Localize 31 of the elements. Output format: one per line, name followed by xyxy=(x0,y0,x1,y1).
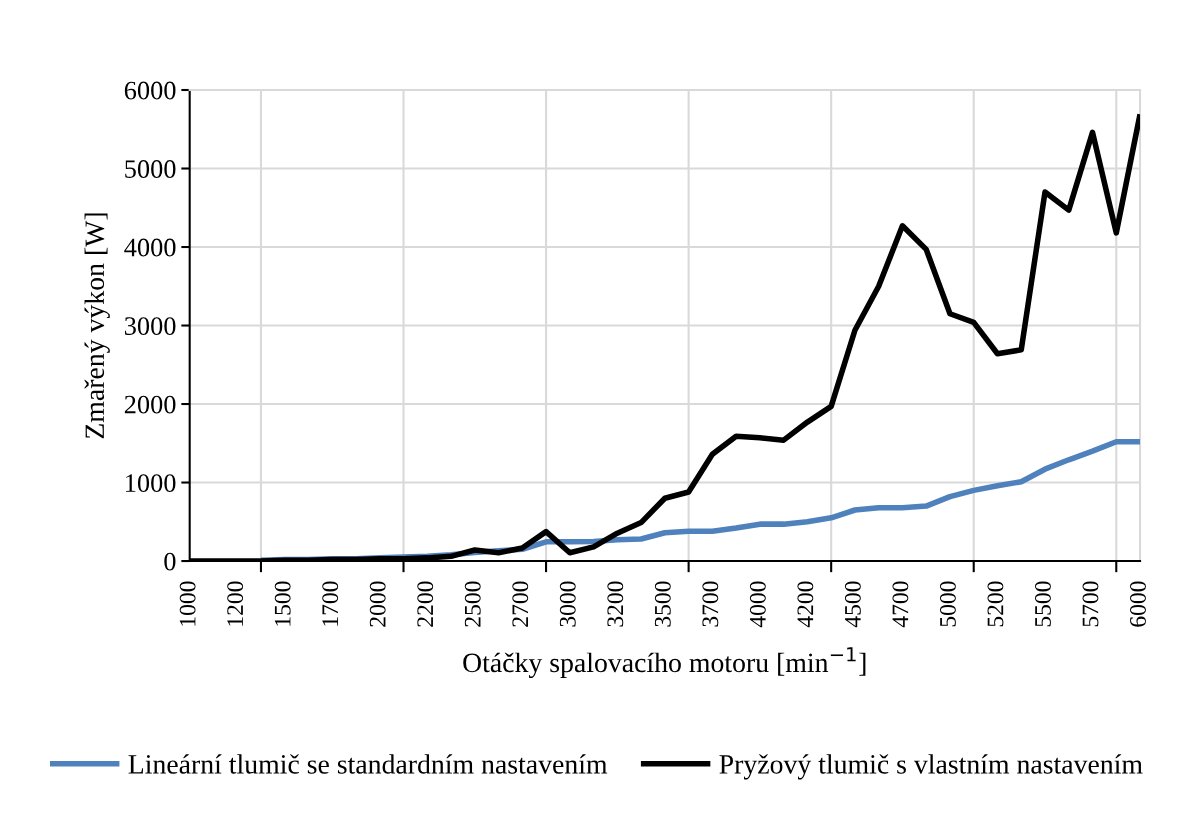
legend-label: Lineární tlumič se standardním nastavením xyxy=(128,754,608,774)
y-tick-label: 0 xyxy=(164,552,176,571)
x-tick-label: 5700 xyxy=(1082,581,1099,627)
y-tick-label: 5000 xyxy=(125,160,176,178)
x-tick-label: 2500 xyxy=(464,581,481,627)
x-tick-label: 2700 xyxy=(512,581,529,627)
x-tick-label: 4700 xyxy=(892,581,909,628)
x-tick-label: 6000 xyxy=(1130,581,1146,627)
x-tick-label: 3200 xyxy=(607,581,624,627)
y-tick-label: 3000 xyxy=(124,317,176,335)
legend-label: Pryžový tlumič s vlastním nastavením xyxy=(719,754,1143,780)
x-tick-label: 3000 xyxy=(559,581,576,627)
y-axis-title: Zmařený výkon [W] xyxy=(84,213,110,439)
x-tick-label: 1700 xyxy=(322,581,339,626)
x-tick-label: 1200 xyxy=(227,581,244,626)
x-tick-label: 1500 xyxy=(274,581,291,626)
y-tick-label: 2000 xyxy=(124,395,176,414)
x-tick-label: 4500 xyxy=(844,581,861,628)
x-tick-label: 5500 xyxy=(1034,581,1051,627)
x-axis-title: Otáčky spalovacího motoru [min$^{−1}$] xyxy=(463,647,866,678)
x-tick-label: 2200 xyxy=(417,581,434,627)
y-tick-label: 1000 xyxy=(126,474,176,492)
x-tick-label: 2000 xyxy=(369,581,386,627)
x-tick-label: 5200 xyxy=(987,581,1004,627)
x-tick-label: 3700 xyxy=(702,581,719,627)
x-tick-label: 4000 xyxy=(749,581,766,628)
x-tick-label: 3500 xyxy=(654,581,671,627)
y-tick-label: 6000 xyxy=(124,81,176,100)
y-tick-label: 4000 xyxy=(124,238,176,257)
x-tick-label: 4200 xyxy=(797,581,814,628)
x-tick-label: 5000 xyxy=(939,581,956,627)
